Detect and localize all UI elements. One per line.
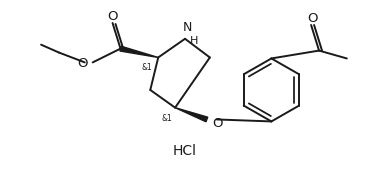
Text: H: H <box>190 36 198 46</box>
Text: O: O <box>77 57 88 70</box>
Text: O: O <box>212 117 222 130</box>
Text: &1: &1 <box>162 114 172 123</box>
Text: O: O <box>307 12 318 25</box>
Polygon shape <box>120 46 158 57</box>
Text: O: O <box>107 10 118 23</box>
Text: &1: &1 <box>142 63 153 72</box>
Text: HCl: HCl <box>173 144 197 158</box>
Polygon shape <box>175 108 208 122</box>
Text: N: N <box>182 21 192 34</box>
